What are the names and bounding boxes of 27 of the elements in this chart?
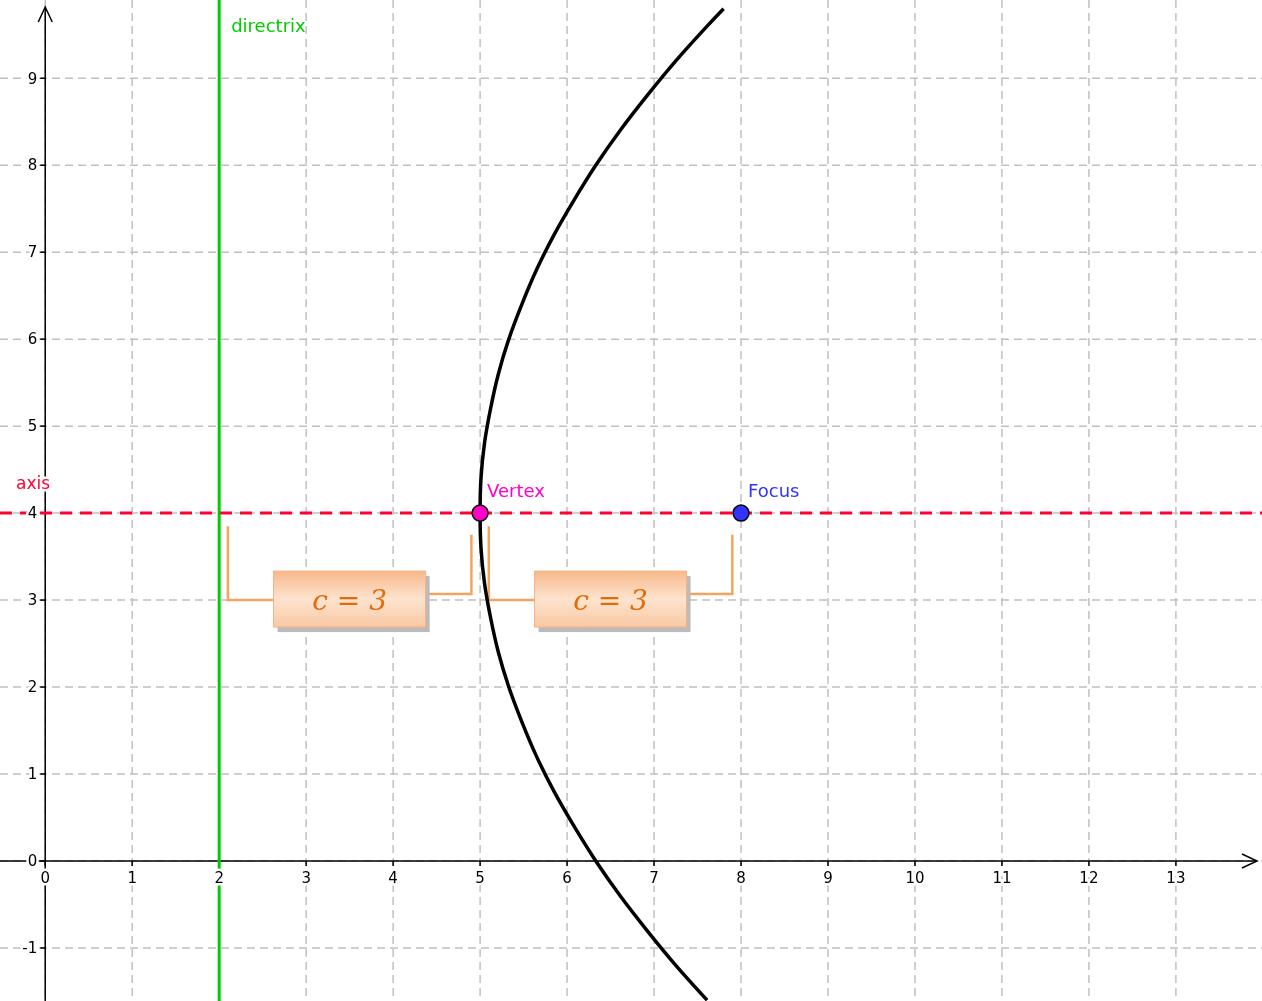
x-tick-label: 1 bbox=[127, 868, 137, 887]
y-tick-label: 4 bbox=[27, 504, 38, 523]
x-tick-label: 5 bbox=[475, 868, 485, 887]
x-tick-label: 4 bbox=[388, 868, 398, 887]
y-tick-label: 2 bbox=[27, 678, 38, 697]
y-tick-label: 7 bbox=[27, 243, 38, 262]
ref-line-label: directrix bbox=[231, 15, 307, 36]
x-tick-label: 9 bbox=[823, 868, 833, 887]
x-tick-label: 8 bbox=[736, 868, 746, 887]
x-tick-label: 10 bbox=[905, 868, 925, 887]
y-tick-label: 1 bbox=[27, 765, 38, 784]
annotation: c = 3 bbox=[312, 584, 388, 618]
annotation: c = 3 bbox=[573, 584, 648, 618]
series-label: Focus bbox=[748, 480, 800, 502]
y-tick-label: 5 bbox=[27, 417, 38, 436]
x-tick-label: 7 bbox=[649, 868, 659, 887]
x-tick-label: 3 bbox=[301, 868, 311, 887]
y-tick-label: 6 bbox=[27, 330, 38, 349]
x-tick-label: 12 bbox=[1079, 868, 1099, 887]
x-tick-label: 6 bbox=[562, 868, 572, 887]
y-tick-label: 3 bbox=[27, 591, 38, 610]
x-tick-label: 13 bbox=[1166, 868, 1186, 887]
y-tick-label: -1 bbox=[22, 939, 38, 958]
y-tick-label: 9 bbox=[27, 69, 38, 88]
x-tick-label: 11 bbox=[992, 868, 1012, 887]
series-label: Vertex bbox=[487, 480, 546, 502]
y-tick-label: 8 bbox=[27, 156, 38, 175]
